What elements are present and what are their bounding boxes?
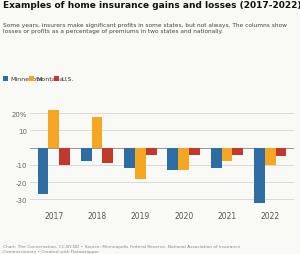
Text: Chart: The Conversation, CC-BY-ND • Source: Minneapolis Federal Reserve, Nationa: Chart: The Conversation, CC-BY-ND • Sour… — [3, 244, 240, 253]
Bar — [135, 148, 146, 179]
Text: Some years, insurers make significant profits in some states, but not always. Th: Some years, insurers make significant pr… — [3, 23, 287, 34]
Text: Montana: Montana — [36, 77, 64, 82]
Bar — [189, 148, 200, 155]
Bar — [38, 148, 48, 195]
Bar — [146, 148, 157, 155]
Bar — [221, 148, 232, 162]
Bar — [265, 148, 276, 165]
Bar — [167, 148, 178, 170]
Bar — [178, 148, 189, 170]
Bar — [232, 148, 243, 155]
Bar — [254, 148, 265, 203]
Bar — [48, 110, 59, 148]
Bar — [276, 148, 286, 157]
Text: U.S.: U.S. — [62, 77, 74, 82]
Bar — [211, 148, 221, 169]
Bar — [92, 117, 103, 148]
Text: Examples of home insurance gains and losses (2017-2022): Examples of home insurance gains and los… — [3, 1, 300, 10]
Bar — [81, 148, 92, 162]
Text: Minnesota: Minnesota — [11, 77, 43, 82]
Bar — [124, 148, 135, 169]
Bar — [103, 148, 113, 164]
Bar — [59, 148, 70, 165]
